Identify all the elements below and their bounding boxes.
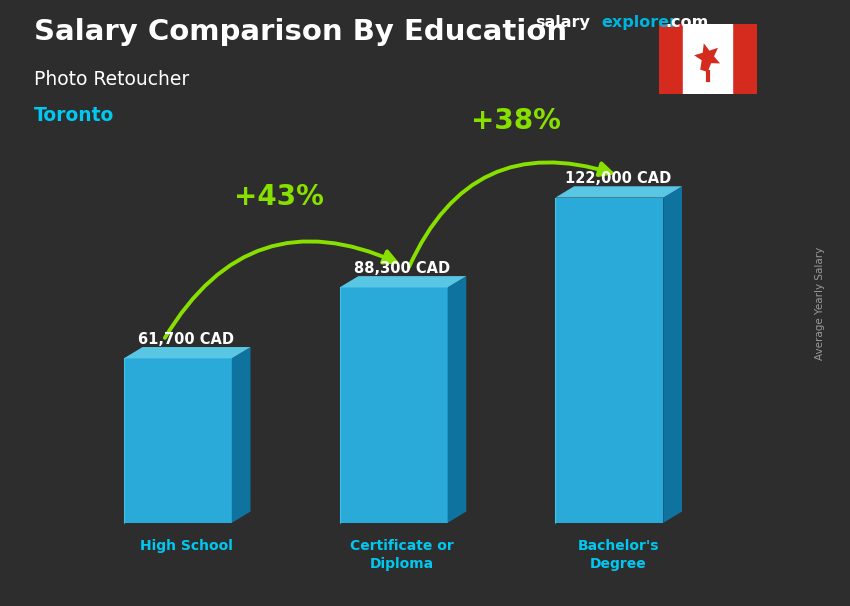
Polygon shape bbox=[663, 186, 682, 523]
Text: Salary Comparison By Education: Salary Comparison By Education bbox=[34, 18, 567, 46]
Text: Certificate or
Diploma: Certificate or Diploma bbox=[350, 539, 454, 571]
Text: Toronto: Toronto bbox=[34, 106, 114, 125]
Polygon shape bbox=[340, 287, 448, 523]
Text: explorer: explorer bbox=[602, 15, 678, 30]
Polygon shape bbox=[340, 276, 467, 287]
Polygon shape bbox=[555, 198, 663, 523]
Polygon shape bbox=[555, 186, 682, 198]
Text: 61,700 CAD: 61,700 CAD bbox=[139, 332, 235, 347]
Bar bbox=[732, 24, 756, 94]
Text: Photo Retoucher: Photo Retoucher bbox=[34, 70, 190, 88]
FancyArrowPatch shape bbox=[165, 241, 396, 338]
Bar bbox=[683, 24, 732, 94]
Text: 88,300 CAD: 88,300 CAD bbox=[354, 261, 450, 276]
Polygon shape bbox=[448, 276, 467, 523]
Polygon shape bbox=[694, 43, 720, 72]
Text: Average Yearly Salary: Average Yearly Salary bbox=[815, 247, 825, 359]
Text: High School: High School bbox=[140, 539, 233, 553]
Text: .com: .com bbox=[666, 15, 709, 30]
Text: Bachelor's
Degree: Bachelor's Degree bbox=[577, 539, 659, 571]
Text: +43%: +43% bbox=[234, 183, 324, 211]
Polygon shape bbox=[124, 347, 251, 358]
Text: +38%: +38% bbox=[471, 107, 561, 135]
Polygon shape bbox=[232, 347, 251, 523]
Text: 122,000 CAD: 122,000 CAD bbox=[565, 171, 672, 186]
Text: salary: salary bbox=[536, 15, 591, 30]
Bar bbox=[659, 24, 683, 94]
Polygon shape bbox=[124, 358, 232, 523]
FancyArrowPatch shape bbox=[409, 162, 611, 267]
